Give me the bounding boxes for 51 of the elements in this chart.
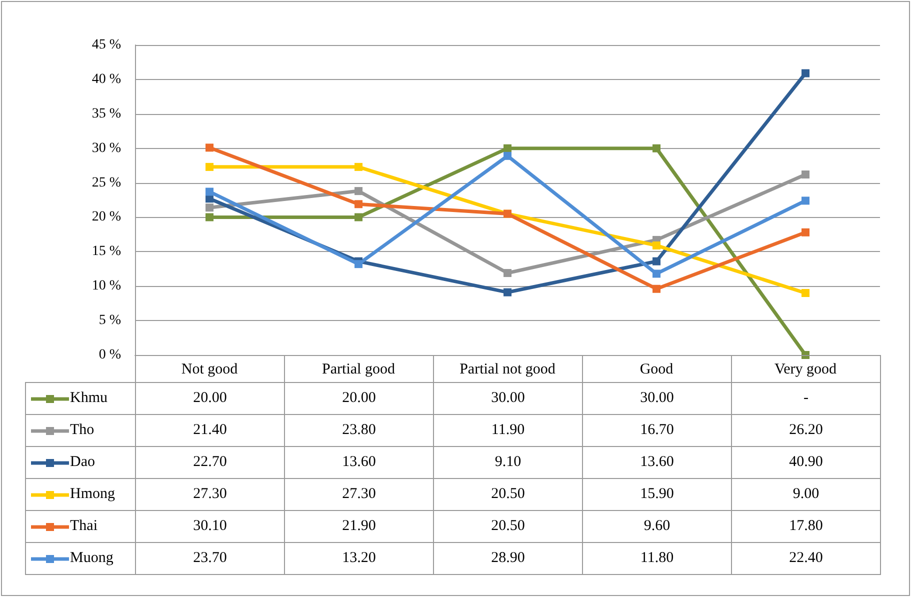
- legend-label: Tho: [70, 422, 94, 438]
- y-tick-label: 5 %: [98, 313, 122, 328]
- y-tick-label: 45 %: [92, 38, 122, 52]
- data-label: 30.00: [434, 382, 582, 414]
- x-tick-label: Good: [640, 362, 674, 378]
- data-label: 11.80: [582, 542, 732, 574]
- data-label: 26.20: [732, 414, 880, 446]
- legend-label: Hmong: [70, 486, 115, 502]
- data-label: 22.40: [732, 542, 880, 574]
- data-label: 21.90: [284, 510, 434, 542]
- data-label: 20.50: [434, 478, 582, 510]
- y-tick-label: 10 %: [92, 278, 122, 294]
- x-tick-label: Partial not good: [460, 362, 556, 378]
- data-label: 13.60: [284, 446, 434, 478]
- y-tick-label: 40 %: [92, 72, 122, 87]
- data-label: 13.60: [582, 446, 732, 478]
- x-tick-label: Very good: [774, 362, 838, 378]
- data-label: 16.70: [582, 414, 732, 446]
- legend-label: Dao: [70, 454, 95, 470]
- legend-label: Thai: [70, 518, 98, 534]
- data-label: 11.90: [434, 414, 582, 446]
- y-tick-label: 30 %: [92, 140, 122, 156]
- data-label: 30.10: [136, 510, 284, 542]
- data-label: 27.30: [136, 478, 284, 510]
- y-tick-label: 20 %: [92, 210, 122, 225]
- data-label: 9.00: [732, 478, 880, 510]
- y-tick-label: 35 %: [92, 106, 122, 122]
- y-tick-label: 25 %: [92, 175, 122, 190]
- data-label: 17.80: [732, 510, 880, 542]
- data-label: 20.00: [136, 382, 284, 414]
- x-tick-label: Partial good: [322, 362, 396, 378]
- legend-label: Muong: [70, 550, 114, 566]
- data-label: 9.10: [434, 446, 582, 478]
- data-label: 28.90: [434, 542, 582, 574]
- data-label: 20.00: [284, 382, 434, 414]
- data-label: 15.90: [582, 478, 732, 510]
- data-label: 9.60: [582, 510, 732, 542]
- data-label: 23.70: [136, 542, 284, 574]
- data-label: 13.20: [284, 542, 434, 574]
- data-label: 22.70: [136, 446, 284, 478]
- data-label: 27.30: [284, 478, 434, 510]
- data-label: 40.90: [732, 446, 880, 478]
- data-label: 20.50: [434, 510, 582, 542]
- y-tick-label: 15 %: [92, 244, 122, 260]
- data-label: -: [732, 382, 880, 414]
- legend-label: Khmu: [70, 390, 108, 406]
- data-label: 21.40: [136, 414, 284, 446]
- data-label: 30.00: [582, 382, 732, 414]
- y-tick-label: 0 %: [98, 348, 122, 362]
- data-label: 23.80: [284, 414, 434, 446]
- x-tick-label: Not good: [181, 362, 238, 378]
